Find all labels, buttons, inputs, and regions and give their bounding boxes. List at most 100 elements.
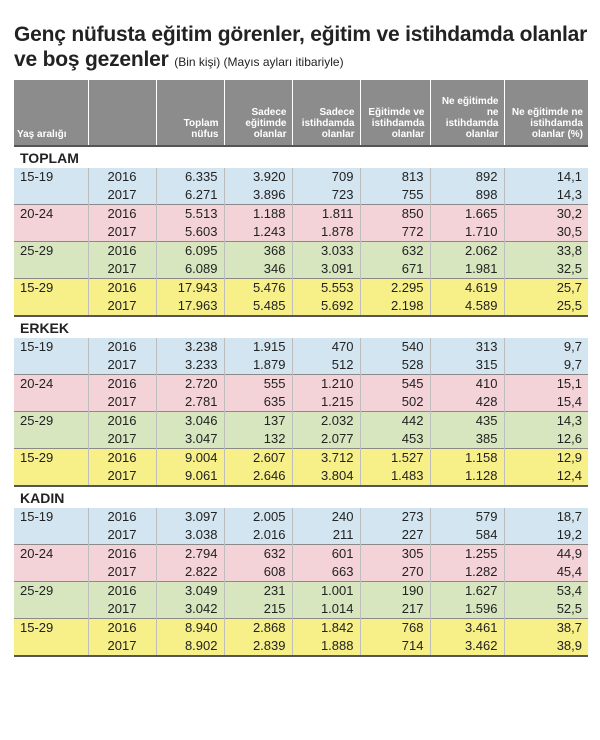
header-only-education: Sadece eğitimde olanlar (224, 80, 293, 146)
age-range-cell: 15-19 (14, 508, 89, 545)
only-employment-cell: 470 (292, 338, 361, 356)
only-education-cell: 137 (224, 411, 293, 430)
only-education-cell: 132 (224, 430, 293, 449)
education-and-employment-cell: 217 (360, 600, 431, 619)
only-employment-cell: 1.215 (292, 393, 361, 412)
age-range-cell: 15-19 (14, 338, 89, 375)
table-row: 2017 6.271 3.896 723 755 898 14,3 (14, 186, 588, 205)
total-population-cell: 3.097 (156, 508, 225, 526)
neet-percent-cell: 38,9 (504, 637, 588, 655)
only-education-cell: 5.485 (224, 297, 293, 316)
education-and-employment-cell: 305 (360, 544, 431, 563)
age-range-cell: 20-24 (14, 204, 89, 242)
year-cell: 2017 (88, 223, 157, 242)
chart-title-main: Genç nüfusta eğitim görenler, eğitim ve … (14, 23, 588, 71)
only-employment-cell: 3.712 (292, 448, 361, 467)
total-population-cell: 3.233 (156, 356, 225, 375)
neet-cell: 1.255 (430, 544, 505, 563)
table-row: 15-29 2016 9.004 2.607 3.712 1.527 1.158 12,9 (14, 448, 588, 486)
neet-percent-cell: 53,4 (504, 581, 588, 600)
table-row: 15-29 2016 8.940 2.868 1.842 768 3.461 38,7 (14, 618, 588, 655)
header-year (88, 80, 157, 146)
only-education-cell: 1.915 (224, 338, 293, 356)
year-cell: 2016 (88, 544, 157, 563)
total-population-cell: 3.038 (156, 526, 225, 545)
section-row: ERKEK (14, 315, 588, 338)
total-population-cell: 8.940 (156, 618, 225, 637)
total-population-cell: 3.042 (156, 600, 225, 619)
year-cell: 2017 (88, 563, 157, 582)
neet-cell: 1.981 (430, 260, 505, 279)
education-and-employment-cell: 190 (360, 581, 431, 600)
table-row: 2017 8.902 2.839 1.888 714 3.462 38,9 (14, 637, 588, 655)
neet-percent-cell: 12,9 (504, 448, 588, 467)
only-education-cell: 368 (224, 241, 293, 260)
year-cell: 2017 (88, 526, 157, 545)
neet-percent-cell: 9,7 (504, 338, 588, 356)
only-employment-cell: 1.811 (292, 204, 361, 223)
neet-percent-cell: 12,6 (504, 430, 588, 449)
only-employment-cell: 1.001 (292, 581, 361, 600)
education-and-employment-cell: 453 (360, 430, 431, 449)
neet-percent-cell: 18,7 (504, 508, 588, 526)
section-label: KADIN (14, 485, 588, 508)
age-range-cell: 15-29 (14, 278, 89, 316)
only-education-cell: 635 (224, 393, 293, 412)
table-row: 2017 3.233 1.879 512 528 315 9,7 (14, 356, 588, 375)
age-range-cell: 25-29 (14, 241, 89, 279)
only-employment-cell: 1.878 (292, 223, 361, 242)
education-and-employment-cell: 270 (360, 563, 431, 582)
only-education-cell: 3.896 (224, 186, 293, 205)
only-employment-cell: 709 (292, 168, 361, 186)
year-cell: 2017 (88, 430, 157, 449)
neet-cell: 313 (430, 338, 505, 356)
neet-cell: 410 (430, 374, 505, 393)
table-row: 25-29 2016 3.049 231 1.001 190 1.627 53,4 (14, 581, 588, 619)
neet-percent-cell: 19,2 (504, 526, 588, 545)
year-cell: 2017 (88, 356, 157, 375)
only-employment-cell: 3.091 (292, 260, 361, 279)
neet-percent-cell: 14,1 (504, 168, 588, 186)
age-range-cell: 25-29 (14, 411, 89, 449)
education-and-employment-cell: 227 (360, 526, 431, 545)
only-employment-cell: 240 (292, 508, 361, 526)
only-education-cell: 2.607 (224, 448, 293, 467)
education-and-employment-cell: 632 (360, 241, 431, 260)
age-range-cell: 15-29 (14, 448, 89, 486)
header-row: Yaş aralığı Toplam nüfus Sadece eğitimde… (14, 80, 588, 146)
chart-title: Genç nüfusta eğitim görenler, eğitim ve … (14, 22, 594, 75)
age-range-cell: 25-29 (14, 581, 89, 619)
table-row: 2017 6.089 346 3.091 671 1.981 32,5 (14, 260, 588, 279)
table-row: 25-29 2016 6.095 368 3.033 632 2.062 33,8 (14, 241, 588, 279)
only-education-cell: 2.868 (224, 618, 293, 637)
table-row: 20-24 2016 2.720 555 1.210 545 410 15,1 (14, 374, 588, 412)
year-cell: 2017 (88, 637, 157, 655)
table-row: 2017 2.822 608 663 270 1.282 45,4 (14, 563, 588, 582)
only-employment-cell: 1.842 (292, 618, 361, 637)
table-row: 15-19 2016 6.335 3.920 709 813 892 14,1 (14, 168, 588, 205)
total-population-cell: 3.046 (156, 411, 225, 430)
year-cell: 2017 (88, 467, 157, 486)
year-cell: 2017 (88, 297, 157, 316)
total-population-cell: 2.781 (156, 393, 225, 412)
total-population-cell: 6.095 (156, 241, 225, 260)
neet-cell: 1.627 (430, 581, 505, 600)
total-population-cell: 5.513 (156, 204, 225, 223)
neet-percent-cell: 14,3 (504, 411, 588, 430)
total-population-cell: 6.271 (156, 186, 225, 205)
table-row: 15-19 2016 3.097 2.005 240 273 579 18,7 (14, 508, 588, 545)
neet-percent-cell: 32,5 (504, 260, 588, 279)
year-cell: 2017 (88, 260, 157, 279)
year-cell: 2016 (88, 581, 157, 600)
only-employment-cell: 211 (292, 526, 361, 545)
neet-cell: 1.665 (430, 204, 505, 223)
only-education-cell: 632 (224, 544, 293, 563)
education-and-employment-cell: 545 (360, 374, 431, 393)
table-row: 15-19 2016 3.238 1.915 470 540 313 9,7 (14, 338, 588, 375)
header-neet-percent: Ne eğitimde ne istihdamda olanlar (%) (504, 80, 588, 146)
only-education-cell: 2.005 (224, 508, 293, 526)
section-label: TOPLAM (14, 145, 588, 168)
only-employment-cell: 2.077 (292, 430, 361, 449)
year-cell: 2016 (88, 374, 157, 393)
